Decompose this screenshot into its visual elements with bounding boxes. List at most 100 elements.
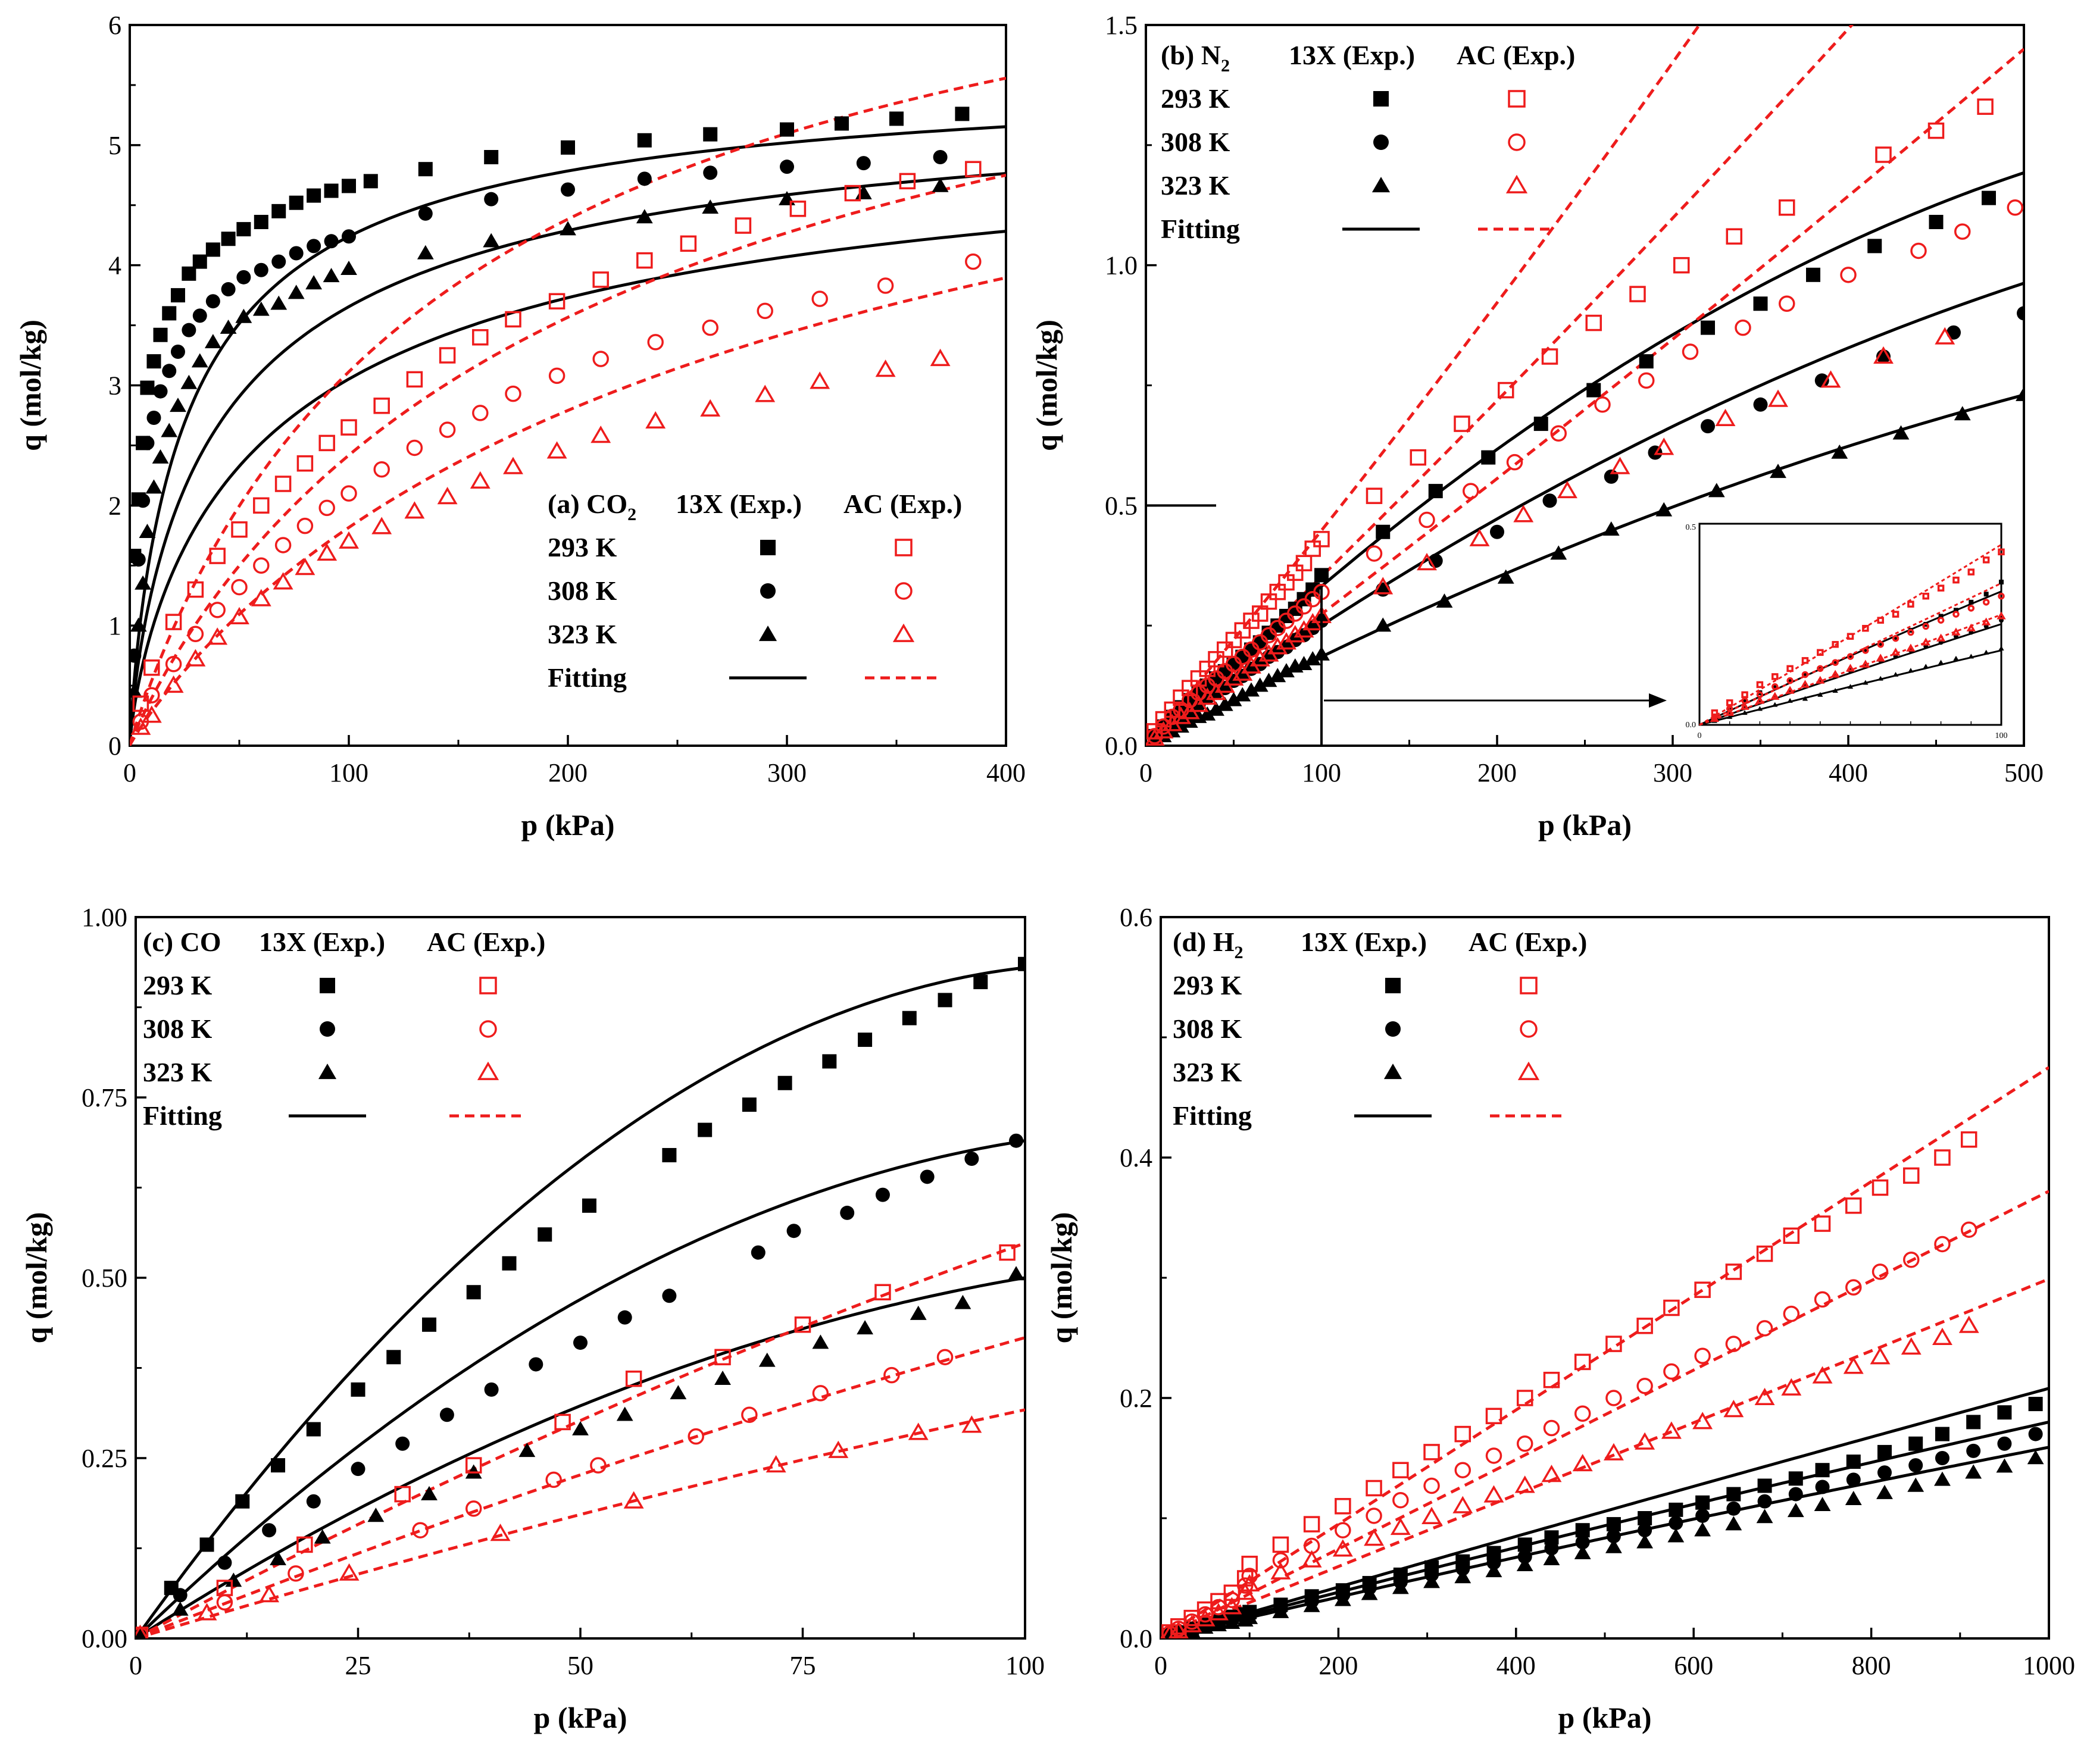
chart-panel-b: 0 100 200 300 400 500 0.0 0.5 1.0 1.5 p (kPa) q (mo… — [1030, 11, 2044, 842]
data-point — [1335, 1498, 1351, 1515]
data-point — [1603, 1443, 1624, 1460]
data-point — [1661, 1421, 1682, 1439]
x-tick-label: 100 — [329, 758, 368, 787]
data-point — [1182, 1615, 1202, 1632]
x-tick-label: 300 — [767, 758, 807, 787]
legend-title: (d) H2 — [1173, 927, 1244, 962]
data-point — [395, 1436, 410, 1451]
data-point — [1423, 1477, 1440, 1494]
data-point — [1802, 672, 1808, 677]
data-point — [1982, 556, 1990, 564]
x-tick-label: 400 — [1496, 1651, 1536, 1680]
data-point — [703, 165, 718, 180]
data-point — [185, 649, 206, 667]
data-point — [1932, 1327, 1952, 1346]
x-axis-title: p (kPa) — [534, 1701, 627, 1734]
data-point — [875, 1187, 890, 1202]
y-tick-label: 0.00 — [82, 1624, 127, 1653]
data-point — [828, 1440, 849, 1458]
series-13x-308k — [130, 143, 1035, 663]
x-axis-title: p (kPa) — [1558, 1701, 1652, 1734]
data-point — [1815, 1463, 1830, 1478]
data-point — [342, 179, 356, 193]
data-point — [1383, 1064, 1402, 1080]
data-point — [1454, 415, 1470, 432]
data-point — [1385, 978, 1401, 993]
fit-line-13x-308k — [136, 1139, 1025, 1638]
data-point — [1814, 1291, 1831, 1308]
data-point — [786, 1224, 801, 1238]
data-point — [875, 359, 896, 377]
data-point — [1768, 389, 1788, 407]
data-point — [1638, 1511, 1652, 1525]
data-point — [1605, 1390, 1622, 1406]
data-point — [623, 1491, 644, 1509]
data-point — [306, 1422, 321, 1437]
data-point — [1996, 1458, 2013, 1473]
data-point — [892, 623, 915, 642]
data-point — [840, 1205, 855, 1220]
data-point — [1981, 617, 1991, 625]
y-tick-label: 5 — [108, 131, 121, 160]
data-point — [1483, 1485, 1504, 1503]
data-point — [1287, 564, 1304, 581]
data-point — [545, 1471, 562, 1488]
data-point — [1755, 696, 1765, 704]
data-point — [1929, 215, 1944, 230]
chart-panel-d: 0 200 400 600 800 1000 0.0 0.2 0.4 0.6 p (kPa) q (m… — [1045, 903, 2075, 1734]
data-point — [1314, 568, 1329, 583]
data-point — [1742, 710, 1748, 715]
data-point — [1334, 1591, 1351, 1606]
data-point — [1999, 580, 2004, 585]
data-point — [351, 1462, 365, 1477]
data-point — [1814, 373, 1829, 388]
data-point — [1983, 592, 1989, 597]
data-point — [1812, 1366, 1833, 1384]
data-point — [1366, 1507, 1382, 1524]
y-tick-label: 1.5 — [1105, 11, 1138, 40]
data-point — [1269, 668, 1286, 683]
data-point — [1847, 633, 1854, 640]
data-point — [702, 319, 718, 336]
data-point — [662, 1288, 677, 1303]
data-point — [1967, 568, 1975, 576]
chart-panel-a: 0 100 200 300 400 0 1 2 3 4 5 6 p (kPa) q (mol/kg) (a)… — [14, 11, 1035, 842]
data-point — [324, 183, 339, 198]
data-point — [1021, 143, 1035, 157]
data-point — [1958, 1315, 1979, 1333]
data-point — [505, 311, 521, 328]
chart-panel-c: 0 25 50 75 100 0.00 0.25 0.50 0.75 1.00 p (kPa) q (… — [20, 903, 1045, 1734]
data-point — [187, 625, 204, 643]
data-point — [130, 648, 142, 663]
y-tick-label: 0.5 — [1105, 491, 1138, 520]
data-point — [1817, 649, 1824, 656]
data-point — [351, 1382, 365, 1397]
data-point — [307, 188, 321, 203]
y-tick-label: 3 — [108, 371, 121, 401]
y-tick-label: 4 — [108, 251, 121, 280]
data-point — [1235, 1582, 1255, 1600]
series-ac-308k — [132, 253, 982, 730]
series-ac-323k — [1146, 327, 1955, 746]
data-point — [386, 1350, 401, 1365]
data-point — [810, 371, 830, 389]
fit-line-ac-293k — [1161, 1066, 2049, 1638]
data-point — [1629, 286, 1646, 302]
data-point — [735, 217, 752, 234]
data-point — [1575, 1523, 1590, 1538]
data-point — [529, 1357, 543, 1372]
data-point — [1756, 1245, 1773, 1262]
fit-line-ac-323k — [1146, 48, 2024, 746]
data-point — [933, 150, 948, 165]
data-point — [1938, 659, 1944, 665]
data-point — [645, 411, 666, 429]
data-point — [145, 479, 163, 494]
data-point — [899, 173, 916, 190]
fit-line-13x-323k — [130, 230, 1006, 746]
data-point — [1260, 673, 1277, 687]
legend-header-ac: AC (Exp.) — [843, 489, 962, 519]
data-point — [1788, 1471, 1803, 1486]
data-point — [1877, 641, 1884, 648]
data-point — [1594, 396, 1611, 413]
data-point — [472, 329, 489, 346]
